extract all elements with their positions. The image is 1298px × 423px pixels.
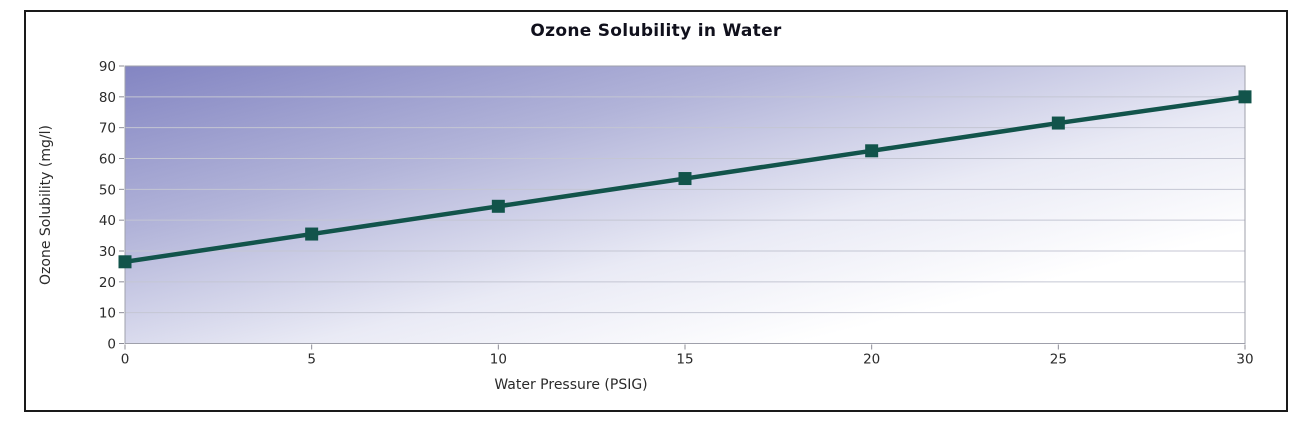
y-tick-label-10: 10 — [99, 306, 116, 322]
y-tick-label-20: 20 — [99, 275, 116, 291]
data-point-marker — [491, 199, 505, 213]
y-tick-label-50: 50 — [99, 182, 116, 198]
plot-canvas: 0 10 20 30 40 50 60 70 80 90 0 5 10 15 20 25 30 — [99, 59, 1254, 368]
plot-background — [125, 66, 1245, 344]
data-point-marker — [865, 144, 879, 158]
x-tick-label-20: 20 — [863, 352, 880, 368]
y-tick-label-90: 90 — [99, 59, 116, 75]
x-tick-label-25: 25 — [1050, 352, 1067, 368]
data-point-marker — [1238, 90, 1252, 104]
chart-title: Ozone Solubility in Water — [530, 21, 782, 41]
x-tick-label-15: 15 — [676, 352, 693, 368]
y-tick-label-40: 40 — [99, 213, 116, 229]
data-point-marker — [678, 172, 692, 186]
y-tick-label-60: 60 — [99, 152, 116, 168]
chart-frame: Ozone Solubility in Water Ozone Solubili… — [24, 10, 1288, 412]
y-tick-label-0: 0 — [107, 337, 116, 353]
data-point-marker — [118, 255, 132, 269]
x-tick-label-5: 5 — [307, 352, 316, 368]
x-tick-label-0: 0 — [121, 352, 130, 368]
x-tick-label-10: 10 — [490, 352, 507, 368]
x-tick-label-30: 30 — [1236, 352, 1253, 368]
data-point-marker — [305, 227, 319, 241]
plot-border — [124, 65, 1246, 344]
data-point-marker — [1051, 116, 1065, 130]
x-axis-title: Water Pressure (PSIG) — [494, 377, 648, 393]
y-tick-label-80: 80 — [99, 90, 116, 106]
y-tick-label-70: 70 — [99, 121, 116, 137]
y-tick-label-30: 30 — [99, 244, 116, 260]
